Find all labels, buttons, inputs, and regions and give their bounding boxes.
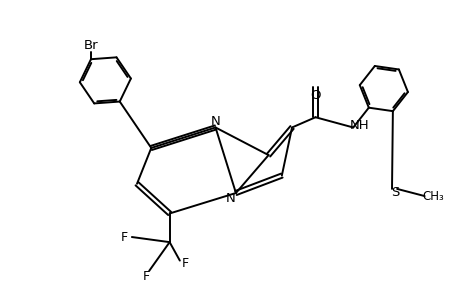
- Text: N: N: [210, 116, 220, 128]
- Text: N: N: [225, 192, 235, 205]
- Text: F: F: [182, 257, 189, 271]
- Text: S: S: [391, 186, 399, 199]
- Text: CH₃: CH₃: [421, 190, 443, 202]
- Text: NH: NH: [349, 119, 368, 132]
- Text: F: F: [120, 230, 128, 244]
- Text: Br: Br: [84, 39, 98, 52]
- Text: F: F: [142, 270, 149, 283]
- Text: O: O: [309, 88, 320, 102]
